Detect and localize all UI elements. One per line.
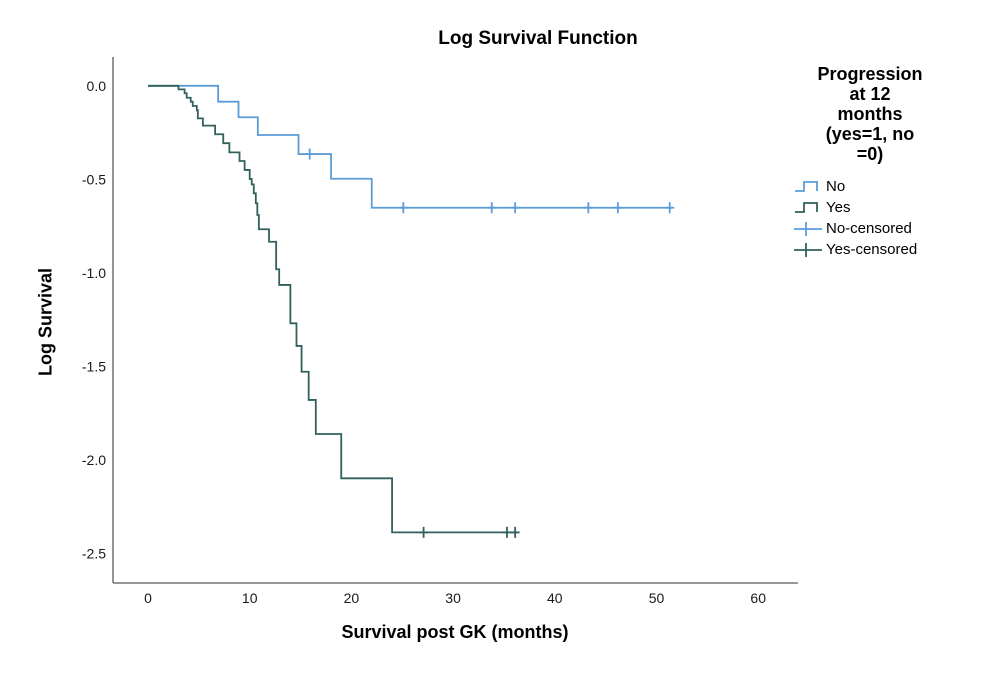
y-tick-label: -1.5: [82, 358, 106, 374]
x-axis-label: Survival post GK (months): [341, 622, 569, 642]
legend-item-no-censored: No-censored: [794, 218, 964, 239]
x-tick-label: 10: [242, 590, 258, 606]
y-tick-label: -1.0: [82, 265, 106, 281]
x-tick-label: 20: [344, 590, 360, 606]
step-curve-no: [148, 84, 672, 209]
censor-plus-swatch-icon: [794, 221, 822, 236]
y-tick-label: 0.0: [87, 78, 107, 94]
y-tick-label: -2.5: [82, 545, 106, 561]
step-curve-yes: [148, 84, 520, 534]
y-tick-label: -0.5: [82, 171, 106, 187]
step-line-swatch-icon: [795, 180, 818, 192]
legend-item-label: Yes: [826, 199, 851, 216]
legend-title: Progression at 12 months (yes=1, no =0): [817, 64, 923, 164]
legend-item-label: No-censored: [826, 220, 912, 237]
legend-item-yes: Yes: [794, 197, 964, 218]
legend-item-label: No: [826, 178, 846, 195]
x-tick-label: 50: [649, 590, 665, 606]
y-tick-label: -2.0: [82, 452, 106, 468]
x-tick-label: 30: [445, 590, 461, 606]
x-tick-label: 0: [144, 590, 152, 606]
legend-item-yes-censored: Yes-censored: [794, 239, 964, 260]
x-tick-label: 60: [750, 590, 766, 606]
censor-plus-swatch-icon: [794, 242, 822, 257]
legend-item-no: No: [794, 176, 964, 197]
chart-title: Log Survival Function: [438, 28, 638, 49]
legend: Progression at 12 months (yes=1, no =0) …: [794, 64, 964, 260]
legend-items: No Yes No-censored Yes-censored: [794, 176, 964, 260]
step-line-swatch-icon: [795, 201, 818, 213]
x-tick-label: 40: [547, 590, 563, 606]
legend-item-label: Yes-censored: [826, 241, 918, 258]
